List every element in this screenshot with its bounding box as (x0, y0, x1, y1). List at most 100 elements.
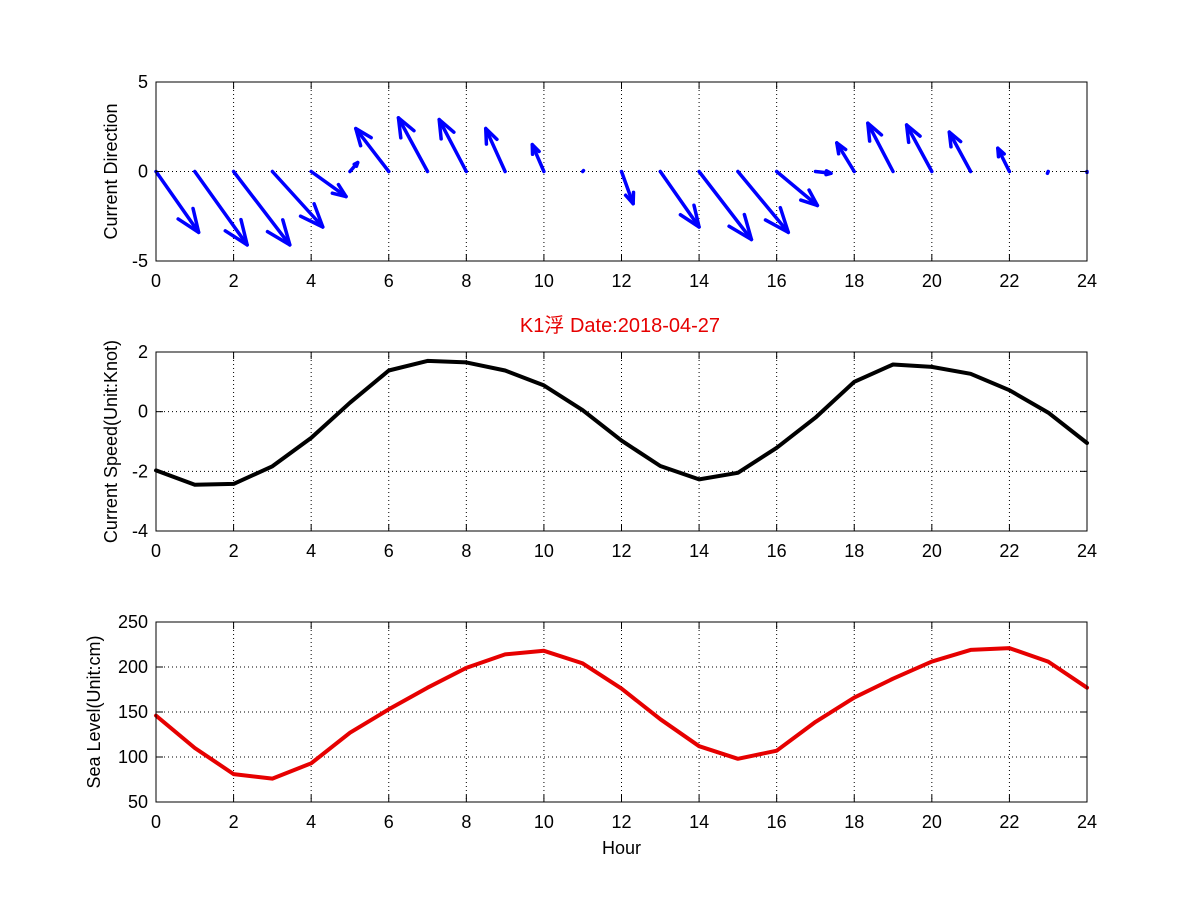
speed-xtick-label: 22 (999, 541, 1019, 561)
current-vector-shaft (580, 168, 586, 174)
current-vector-head (824, 169, 833, 177)
dir-xtick-label: 22 (999, 271, 1019, 291)
current-vector (904, 123, 934, 174)
speed-xtick-label: 4 (306, 541, 316, 561)
speed-xtick-label: 6 (384, 541, 394, 561)
current-vector-head (866, 121, 884, 143)
figure-title: K1浮 Date:2018-04-27 (520, 314, 720, 337)
current-vector-head (947, 130, 963, 149)
dir-ytick-label: -5 (132, 251, 148, 271)
sea-xtick-label: 22 (999, 812, 1019, 832)
current-vector-head (996, 146, 1006, 159)
sea-xtick-label: 0 (151, 812, 161, 832)
current-vector (1045, 169, 1050, 176)
speed-ytick-label: 2 (138, 342, 148, 362)
speed-ylabel: Current Speed(Unit:Knot) (101, 340, 121, 543)
current-vector-head (763, 205, 791, 235)
current-vector-shaft (270, 169, 325, 229)
current-vector (270, 169, 325, 229)
current-vector (437, 117, 469, 174)
current-vector (996, 146, 1012, 174)
speed-ytick-label: -2 (132, 461, 148, 481)
current-vector-shaft (354, 126, 391, 174)
speed-xtick-label: 8 (461, 541, 471, 561)
speed-series-line (154, 358, 1089, 487)
sea-xtick-label: 10 (534, 812, 554, 832)
current-vector-head (298, 202, 325, 229)
current-vector (947, 130, 973, 174)
dir-xtick-label: 2 (229, 271, 239, 291)
sea-xtick-label: 4 (306, 812, 316, 832)
current-vector (193, 169, 249, 247)
speed-xtick-label: 16 (767, 541, 787, 561)
dir-xtick-label: 24 (1077, 271, 1097, 291)
sea-ytick-label: 200 (118, 657, 148, 677)
current-vector-shaft (193, 169, 249, 247)
current-vector-head (799, 188, 820, 208)
dir-xtick-label: 8 (461, 271, 471, 291)
sea-series-line (154, 646, 1089, 781)
speed-xtick-label: 14 (689, 541, 709, 561)
sea-xtick-label: 12 (611, 812, 631, 832)
speed-ytick-label: 0 (138, 402, 148, 422)
dir-xtick-label: 18 (844, 271, 864, 291)
sea-ytick-label: 50 (128, 792, 148, 812)
sea-ytick-label: 250 (118, 612, 148, 632)
dir-xtick-label: 0 (151, 271, 161, 291)
sea-xtick-label: 24 (1077, 812, 1097, 832)
current-vector-head (727, 212, 754, 242)
current-vector-shaft (736, 169, 791, 235)
current-vector (866, 121, 895, 174)
speed-xtick-label: 0 (151, 541, 161, 561)
dir-xtick-label: 10 (534, 271, 554, 291)
dir-xtick-label: 20 (922, 271, 942, 291)
current-vector-shaft (231, 169, 292, 247)
speed-xtick-label: 12 (611, 541, 631, 561)
current-vector-head (223, 217, 249, 247)
speed-xtick-label: 2 (229, 541, 239, 561)
sea-xlabel: Hour (602, 838, 641, 858)
current-vector-shaft (774, 169, 820, 208)
current-vector-head (835, 141, 848, 156)
current-vector-shaft (904, 123, 934, 174)
current-vector-head (530, 142, 541, 157)
current-vector-shaft (697, 169, 754, 242)
sea-xtick-label: 6 (384, 812, 394, 832)
current-vector (154, 169, 201, 235)
dir-ytick-label: 5 (138, 72, 148, 92)
speed-xtick-label: 20 (922, 541, 942, 561)
current-vector-head (678, 203, 701, 229)
current-vector-head (265, 218, 292, 247)
sea-xtick-label: 2 (229, 812, 239, 832)
dir-ylabel: Current Direction (101, 103, 121, 239)
current-vector (736, 169, 791, 235)
current-vector-shaft (619, 169, 635, 206)
current-vector-head (483, 126, 499, 146)
current-vector-head (396, 116, 416, 140)
current-vector (835, 141, 856, 174)
dir-ytick-label: 0 (138, 162, 148, 182)
current-vector (619, 169, 636, 206)
current-vector-shaft (1045, 169, 1050, 176)
current-vector-head (352, 160, 360, 168)
current-vector (396, 116, 430, 174)
speed-ytick-label: -4 (132, 521, 148, 541)
current-vector-shaft (309, 169, 348, 199)
current-vector-head (176, 206, 201, 235)
current-vector (697, 169, 754, 242)
current-vector-shaft (530, 142, 546, 174)
current-vector (354, 126, 391, 174)
sea-ytick-label: 100 (118, 747, 148, 767)
speed-xtick-label: 24 (1077, 541, 1097, 561)
current-vector (530, 142, 546, 174)
current-vector (483, 126, 507, 174)
current-vector (231, 169, 292, 247)
sea-ytick-label: 150 (118, 702, 148, 722)
dir-xtick-label: 4 (306, 271, 316, 291)
sea-xtick-label: 16 (767, 812, 787, 832)
current-vector-head (354, 126, 373, 148)
current-vector-shaft (396, 116, 430, 174)
